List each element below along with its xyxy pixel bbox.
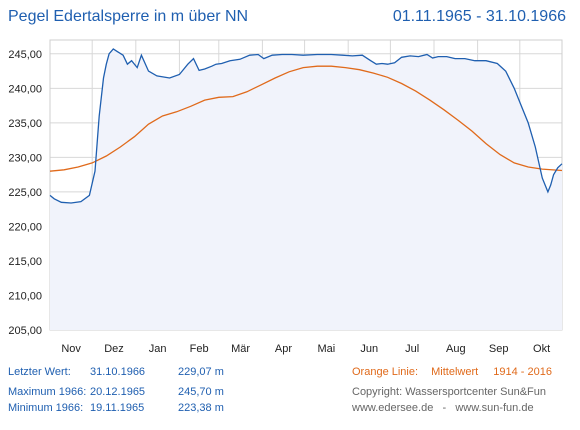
y-tick-label: 230,00 bbox=[8, 152, 42, 164]
y-tick-label: 245,00 bbox=[8, 49, 42, 61]
x-tick-label: Okt bbox=[533, 343, 550, 355]
fill-layer bbox=[50, 49, 562, 330]
mean-line bbox=[49, 65, 563, 172]
last-value-value: 229,07 m bbox=[178, 366, 224, 378]
x-tick-label: Jan bbox=[149, 343, 167, 355]
line-layer bbox=[49, 48, 563, 204]
x-tick-label: Mär bbox=[231, 343, 250, 355]
x-tick-label: Feb bbox=[190, 343, 209, 355]
last-value-date: 31.10.1966 bbox=[90, 366, 146, 378]
y-tick-label: 240,00 bbox=[8, 83, 42, 95]
x-tick-label: Jun bbox=[360, 343, 378, 355]
max-row: Maximum 1966: 20.12.1965 245,70 m bbox=[8, 386, 224, 398]
last-value-label: Letzter Wert: bbox=[8, 366, 71, 378]
max-label: Maximum 1966: bbox=[8, 386, 87, 398]
y-tick-label: 225,00 bbox=[8, 187, 42, 199]
axis-layer: 205,00 210,00 215,00 220,00 225,00 230,00 235,… bbox=[8, 49, 550, 355]
level-line bbox=[49, 48, 563, 204]
x-tick-label: Apr bbox=[275, 343, 292, 355]
y-tick-label: 215,00 bbox=[8, 256, 42, 268]
min-value: 223,38 m bbox=[178, 402, 224, 414]
last-value-row: Letzter Wert: 31.10.1966 229,07 m bbox=[8, 366, 224, 378]
y-tick-label: 235,00 bbox=[8, 118, 42, 130]
min-date: 19.11.1965 bbox=[90, 402, 145, 414]
y-tick-label: 210,00 bbox=[8, 290, 42, 302]
legend-label: Orange Linie: bbox=[352, 366, 419, 378]
chart-title: Pegel Edertalsperre in m über NN bbox=[8, 8, 249, 25]
x-tick-label: Nov bbox=[61, 343, 81, 355]
max-date: 20.12.1965 bbox=[90, 386, 146, 398]
max-value: 245,70 m bbox=[178, 386, 224, 398]
legend-mean: Orange Linie: Mittelwert 1914 - 2016 bbox=[352, 366, 552, 378]
chart-period: 01.11.1965 - 31.10.1966 bbox=[392, 8, 566, 25]
legend-range: 1914 - 2016 bbox=[493, 366, 552, 378]
x-tick-label: Sep bbox=[489, 343, 509, 355]
copyright: Copyright: Wassersportcenter Sun&Fun bbox=[352, 386, 547, 398]
websites[interactable]: www.edersee.de - www.sun-fun.de bbox=[352, 402, 534, 414]
legend-text: Mittelwert bbox=[431, 366, 479, 378]
min-label: Minimum 1966: bbox=[8, 402, 84, 414]
y-tick-label: 205,00 bbox=[8, 325, 42, 337]
x-tick-label: Mai bbox=[318, 343, 336, 355]
min-row: Minimum 1966: 19.11.1965 223,38 m bbox=[8, 402, 224, 414]
x-tick-label: Jul bbox=[405, 343, 419, 355]
level-area bbox=[50, 49, 562, 330]
x-tick-label: Aug bbox=[446, 343, 466, 355]
x-tick-label: Dez bbox=[104, 343, 124, 355]
y-tick-label: 220,00 bbox=[8, 221, 42, 233]
